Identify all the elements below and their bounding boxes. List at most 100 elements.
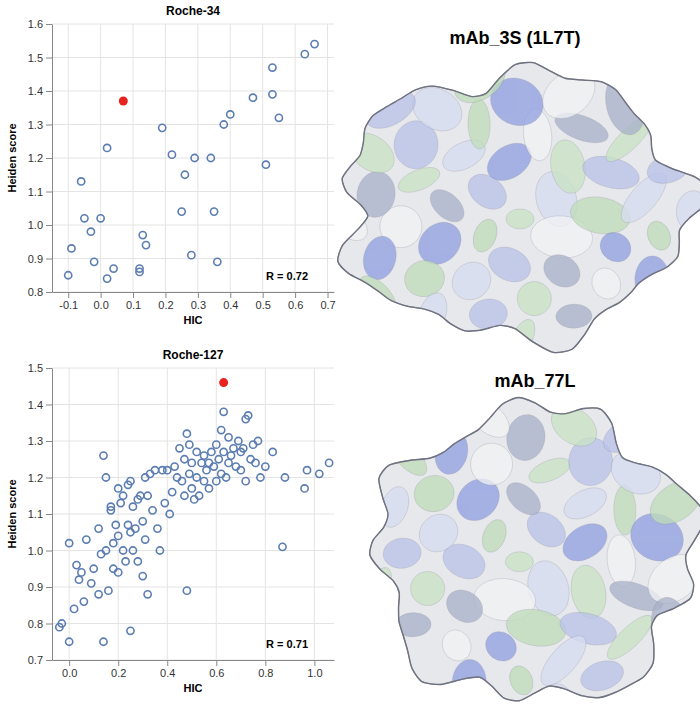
point bbox=[186, 470, 193, 477]
surface-patches bbox=[362, 392, 700, 709]
tick-mark bbox=[216, 660, 217, 666]
point bbox=[102, 547, 109, 554]
grid-line bbox=[52, 623, 334, 624]
tick-mark bbox=[46, 441, 52, 442]
tick-label: 1.5 bbox=[28, 362, 43, 374]
tick-label: 0.0 bbox=[93, 299, 108, 311]
surface-patch bbox=[556, 304, 593, 329]
tick: 0.9 bbox=[28, 253, 52, 265]
point bbox=[183, 430, 190, 437]
tick: 0.4 bbox=[160, 660, 175, 679]
tick-mark bbox=[46, 259, 52, 260]
points bbox=[65, 41, 319, 283]
tick: 0.7 bbox=[320, 292, 335, 311]
tick-label: 1.2 bbox=[28, 152, 43, 164]
tick-label: 0.9 bbox=[28, 581, 43, 593]
point bbox=[139, 231, 146, 238]
point bbox=[176, 445, 183, 452]
point bbox=[227, 452, 234, 459]
tick-mark bbox=[198, 292, 199, 298]
tick: 0.9 bbox=[28, 581, 52, 593]
surface-patch bbox=[478, 516, 511, 556]
point bbox=[188, 252, 195, 259]
point bbox=[214, 258, 221, 265]
point bbox=[144, 492, 151, 499]
point bbox=[275, 114, 282, 121]
tick: 0.2 bbox=[158, 292, 173, 311]
point bbox=[104, 275, 111, 282]
point bbox=[91, 258, 98, 265]
surface-patch bbox=[544, 398, 604, 455]
surface-patch bbox=[424, 183, 470, 228]
point bbox=[81, 215, 88, 222]
point bbox=[65, 272, 72, 279]
point bbox=[269, 64, 276, 71]
tick-label: 0.5 bbox=[256, 299, 271, 311]
tick-label: 0.1 bbox=[126, 299, 141, 311]
point bbox=[88, 580, 95, 587]
grid-line bbox=[52, 587, 334, 588]
point bbox=[164, 467, 171, 474]
surface-patch bbox=[480, 626, 522, 667]
tick: 0.8 bbox=[258, 660, 273, 679]
point bbox=[223, 474, 230, 481]
surface bbox=[370, 398, 700, 701]
tick-mark bbox=[101, 292, 102, 298]
surface-patch bbox=[674, 189, 700, 233]
grid-line bbox=[52, 292, 334, 293]
point bbox=[134, 558, 141, 565]
point bbox=[237, 467, 244, 474]
tick-label: 0.8 bbox=[28, 286, 43, 298]
grid-line bbox=[52, 24, 334, 25]
tick: 1.3 bbox=[28, 435, 52, 447]
tick-label: 0.8 bbox=[258, 667, 273, 679]
tick-label: 1.2 bbox=[28, 472, 43, 484]
tick-mark bbox=[46, 58, 52, 59]
surface-patch bbox=[354, 270, 402, 318]
tick: -0.1 bbox=[59, 292, 78, 311]
point bbox=[193, 448, 200, 455]
tick-label: 1.6 bbox=[28, 18, 43, 30]
point bbox=[219, 378, 228, 387]
y-axis-title: Heiden score bbox=[6, 479, 18, 548]
tick-label: 1.1 bbox=[28, 508, 43, 520]
tick-mark bbox=[46, 368, 52, 369]
x-axis-title: HIC bbox=[184, 682, 203, 694]
tick: 1.0 bbox=[28, 545, 52, 557]
tick: 1.5 bbox=[28, 362, 52, 374]
point bbox=[210, 208, 217, 215]
tick: 0.4 bbox=[223, 292, 238, 311]
point bbox=[200, 478, 207, 485]
point bbox=[203, 467, 210, 474]
surface-patch bbox=[341, 125, 401, 182]
point bbox=[269, 91, 276, 98]
point bbox=[78, 178, 85, 185]
point bbox=[166, 510, 173, 517]
point bbox=[129, 547, 136, 554]
surface-patch bbox=[446, 51, 513, 112]
tick-label: 0.3 bbox=[191, 299, 206, 311]
point bbox=[112, 521, 119, 528]
surface-patch bbox=[451, 659, 487, 707]
tick-label: 0.9 bbox=[28, 253, 43, 265]
surface-patch bbox=[537, 681, 574, 709]
grid-line bbox=[52, 124, 334, 125]
tick-mark bbox=[46, 225, 52, 226]
point bbox=[139, 518, 146, 525]
point bbox=[159, 124, 166, 131]
grid-line bbox=[52, 660, 334, 661]
surface-patch bbox=[505, 316, 540, 361]
scatter-chart: 0.00.20.40.60.81.00.70.80.91.01.11.21.31… bbox=[6, 348, 335, 694]
point bbox=[154, 525, 161, 532]
surface-patch bbox=[483, 70, 551, 135]
point bbox=[196, 492, 203, 499]
surface-patch bbox=[414, 289, 452, 337]
tick: 1.1 bbox=[28, 186, 52, 198]
surface-patches bbox=[320, 51, 700, 361]
tick: 1.4 bbox=[28, 399, 52, 411]
point bbox=[279, 543, 286, 550]
point bbox=[181, 456, 188, 463]
surface-patch bbox=[354, 169, 399, 220]
surface-patch bbox=[504, 412, 549, 463]
point bbox=[68, 245, 75, 252]
